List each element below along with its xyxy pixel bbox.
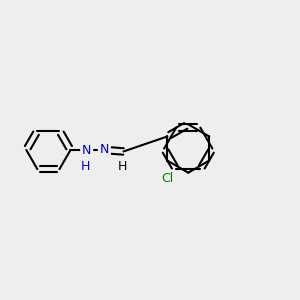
Text: N: N — [100, 142, 109, 156]
Text: Cl: Cl — [161, 172, 173, 185]
Text: N: N — [82, 143, 92, 157]
Text: H: H — [117, 160, 127, 173]
Text: H: H — [80, 160, 90, 173]
